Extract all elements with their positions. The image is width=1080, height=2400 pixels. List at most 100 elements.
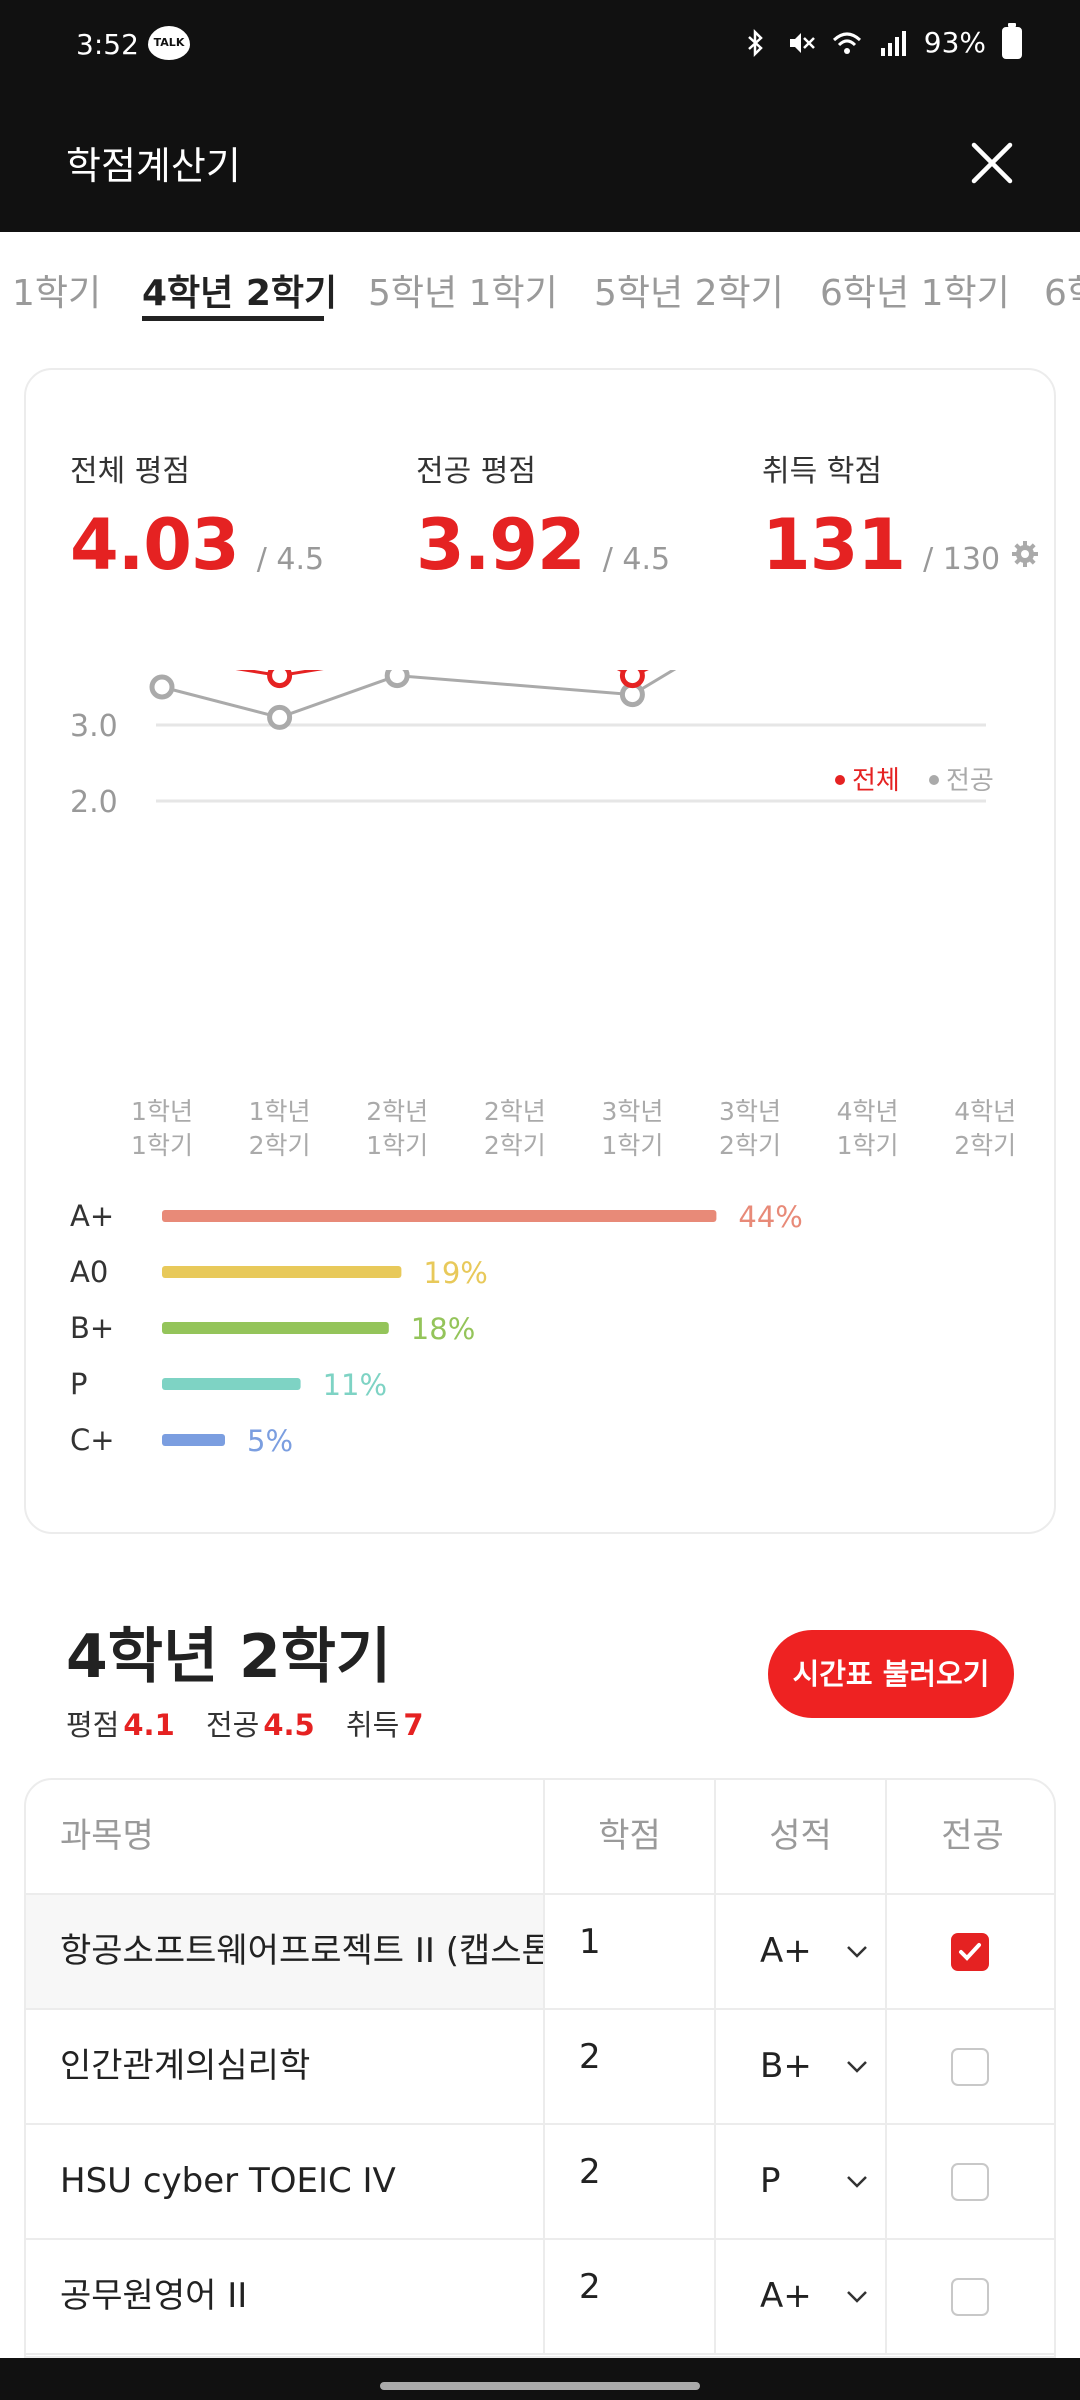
app-bar: 학점계산기 [0,95,1080,232]
grade-percent-label: 11% [323,1368,387,1402]
grade-label: A0 [70,1255,108,1289]
bluetooth-icon [747,28,763,57]
tab-semester-6-2[interactable]: 6학 [1044,273,1080,314]
tab-semester-5-2[interactable]: 5학년 2학기 [594,273,784,314]
semester-gpa-value: 4.1 [123,1708,175,1742]
table-row: 인간관계의심리학 2 B+ [26,2010,1054,2125]
course-name-input[interactable]: 항공소프트웨어프로젝트 II (캡스톤 [26,1895,545,2008]
data-point [384,670,410,689]
course-name-input[interactable]: 인간관계의심리학 [26,2010,545,2123]
grade-value: P [760,2161,781,2201]
header-course-name: 과목명 [26,1780,545,1893]
tab-semester-5-1[interactable]: 5학년 1학기 [368,273,558,314]
table-row: HSU cyber TOEIC IV 2 P [26,2125,1054,2240]
x-tick-label: 2학기 [719,1131,781,1160]
tab-semester-4-2[interactable]: 4학년 2학기 [142,273,338,314]
x-tick-label: 1학기 [131,1131,193,1160]
gear-icon[interactable] [1010,539,1040,569]
overall-gpa-value: 4.03 [70,504,240,586]
course-name-input[interactable]: HSU cyber TOEIC IV [26,2125,545,2238]
credit-input[interactable]: 2 [545,2125,716,2238]
major-checkbox[interactable] [951,2163,989,2201]
grade-bar [162,1266,402,1278]
y-tick-label: 3.0 [70,709,118,744]
load-timetable-button[interactable]: 시간표 불러오기 [768,1630,1014,1718]
y-tick-label: 2.0 [70,785,118,820]
status-bar: 3:52 TALK 93% [0,0,1080,95]
legend-dot [835,775,845,785]
grade-percent-label: 5% [247,1424,293,1458]
tab-semester-6-1[interactable]: 6학년 1학기 [820,273,1010,314]
grade-bar [162,1210,717,1222]
legend-label: 전체 [852,766,900,796]
x-tick-label: 2학년 [366,1097,428,1126]
battery-icon [1002,22,1022,59]
tab-semester-prev[interactable]: 1학기 [12,273,102,314]
kakaotalk-icon: TALK [148,26,190,60]
chevron-down-icon [847,2176,867,2188]
major-gpa-label: 전공 평점 [416,454,536,489]
data-point [149,674,175,700]
x-tick-label: 3학년 [601,1097,663,1126]
credit-input[interactable]: 1 [545,1895,716,2008]
semester-summary: 평점 4.1 전공 4.5 취득 7 [66,1702,446,1744]
grade-value: B+ [760,2046,812,2086]
course-name-input[interactable]: 공무원영어 II [26,2240,545,2353]
grade-select[interactable]: P [716,2125,887,2238]
table-row: 공무원영어 II 2 A+ [26,2240,1054,2355]
table-header: 과목명 학점 성적 전공 [26,1780,1054,1895]
legend-label: 전공 [946,766,994,796]
credit-input[interactable]: 2 [545,2010,716,2123]
grade-label: B+ [70,1311,114,1345]
credit-input[interactable]: 2 [545,2240,716,2353]
grade-bar [162,1378,301,1390]
credits-label: 취득 학점 [762,454,882,489]
summary-card: 전체 평점 4.03 / 4.5 전공 평점 3.92 / 4.5 취득 학점 … [24,368,1056,1534]
major-gpa-max: / 4.5 [602,542,671,577]
grade-label: C+ [70,1423,115,1457]
checkmark-icon [959,1943,981,1961]
grade-select[interactable]: B+ [716,2010,887,2123]
semester-title: 4학년 2학기 [66,1622,392,1692]
grade-bar [162,1322,389,1334]
signal-icon [880,30,906,56]
major-checkbox[interactable] [951,2048,989,2086]
header-grade: 성적 [716,1780,887,1893]
active-tab-indicator [142,316,324,321]
header-major: 전공 [941,1816,1004,1856]
page-title: 학점계산기 [66,144,241,188]
status-icons: 93% [740,22,1022,59]
home-gesture-handle[interactable] [380,2382,700,2390]
grade-select[interactable]: A+ [716,1895,887,2008]
x-tick-label: 1학년 [131,1097,193,1126]
x-tick-label: 3학년 [719,1097,781,1126]
x-tick-label: 4학년 [837,1097,899,1126]
semester-major-label: 전공 [205,1708,260,1742]
x-tick-label: 4학년 [954,1097,1016,1126]
grade-percent-label: 44% [738,1200,802,1234]
semester-tabs: 1학기 4학년 2학기 5학년 1학기 5학년 2학기 6학년 1학기 6학 [0,232,1080,342]
credits-value: 131 [762,504,906,586]
grade-label: P [70,1367,88,1401]
major-checkbox[interactable] [951,1933,989,1971]
x-tick-label: 1학기 [837,1131,899,1160]
status-time: 3:52 [76,28,139,61]
gpa-trend-chart: 4.03.02.0전체전공1학년1학기1학년2학기2학년1학기2학년2학기3학년… [70,670,1016,1160]
credits-stat: 취득 학점 131 / 130 [762,446,1040,586]
grade-bar [162,1434,225,1446]
battery-percent: 93% [923,26,986,59]
grade-distribution-chart: A+ 44% A0 19% B+ 18% P 11% C+ 5% [70,1199,803,1458]
x-tick-label: 1학기 [366,1131,428,1160]
data-point [267,670,293,689]
x-tick-label: 1학기 [601,1131,663,1160]
mute-icon [789,32,815,53]
wifi-icon [832,32,861,54]
header-credit: 학점 [545,1780,716,1893]
chevron-down-icon [847,2061,867,2073]
x-tick-label: 2학기 [954,1131,1016,1160]
close-icon[interactable] [956,127,1028,199]
major-checkbox[interactable] [951,2278,989,2316]
grade-percent-label: 18% [411,1312,475,1346]
grade-select[interactable]: A+ [716,2240,887,2353]
navigation-bar [0,2358,1080,2400]
